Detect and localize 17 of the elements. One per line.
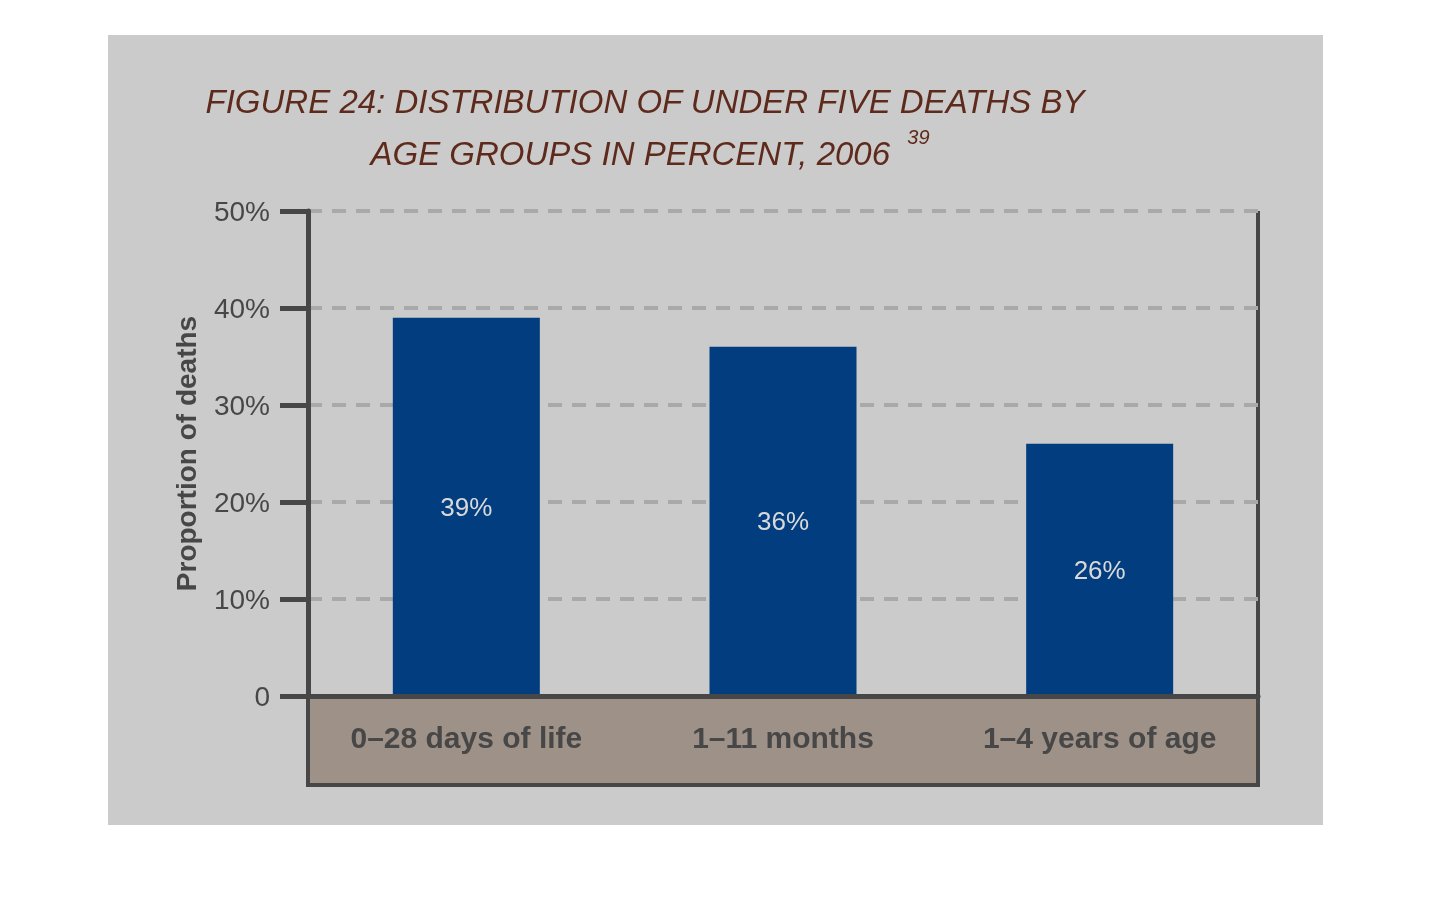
x-tick-label: 1–11 months bbox=[692, 720, 874, 754]
data-label: 36% bbox=[756, 506, 810, 537]
y-tick-label: 40% bbox=[213, 292, 270, 324]
y-tick-label: 30% bbox=[213, 389, 270, 421]
chart-title: FIGURE 24: DISTRIBUTION OF UNDER FIVE DEATHS BY AGE GROUPS IN PERCENT, 2006 39 bbox=[205, 82, 1087, 172]
x-tick-label: 0–28 days of life bbox=[350, 720, 583, 754]
bar bbox=[1026, 443, 1174, 696]
bar bbox=[392, 317, 540, 696]
y-tick-label: 0 bbox=[254, 680, 270, 712]
bar bbox=[709, 346, 857, 696]
y-tick-label: 10% bbox=[213, 583, 270, 615]
y-axis-title: Proportion of deaths bbox=[170, 315, 202, 592]
y-tick-label: 50% bbox=[213, 195, 270, 227]
data-label: 26% bbox=[1073, 554, 1126, 585]
y-tick-label: 20% bbox=[213, 486, 270, 518]
data-label: 39% bbox=[440, 491, 493, 522]
x-tick-label: 1–4 years of age bbox=[982, 720, 1217, 754]
